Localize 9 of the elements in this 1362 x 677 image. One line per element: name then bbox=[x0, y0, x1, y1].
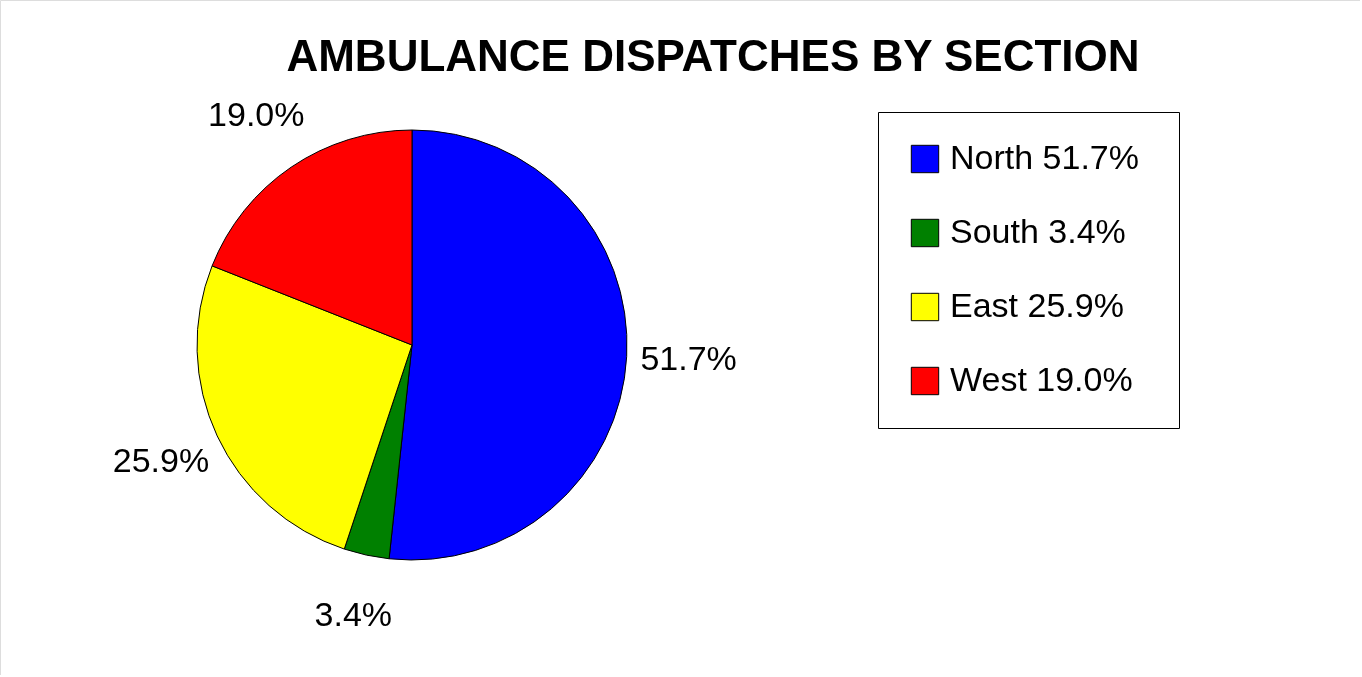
data-label: 3.4% bbox=[314, 594, 393, 633]
legend-label: North 51.7% bbox=[950, 138, 1139, 176]
legend-label: West 19.0% bbox=[950, 360, 1133, 398]
legend-label: South 3.4% bbox=[950, 212, 1126, 250]
data-label: 19.0% bbox=[208, 94, 305, 133]
data-label: 51.7% bbox=[640, 338, 737, 377]
chart-title: AMBULANCE DISPATCHES BY SECTION bbox=[286, 31, 1140, 80]
data-label: 25.9% bbox=[112, 441, 210, 480]
legend-label: East 25.9% bbox=[950, 286, 1124, 324]
